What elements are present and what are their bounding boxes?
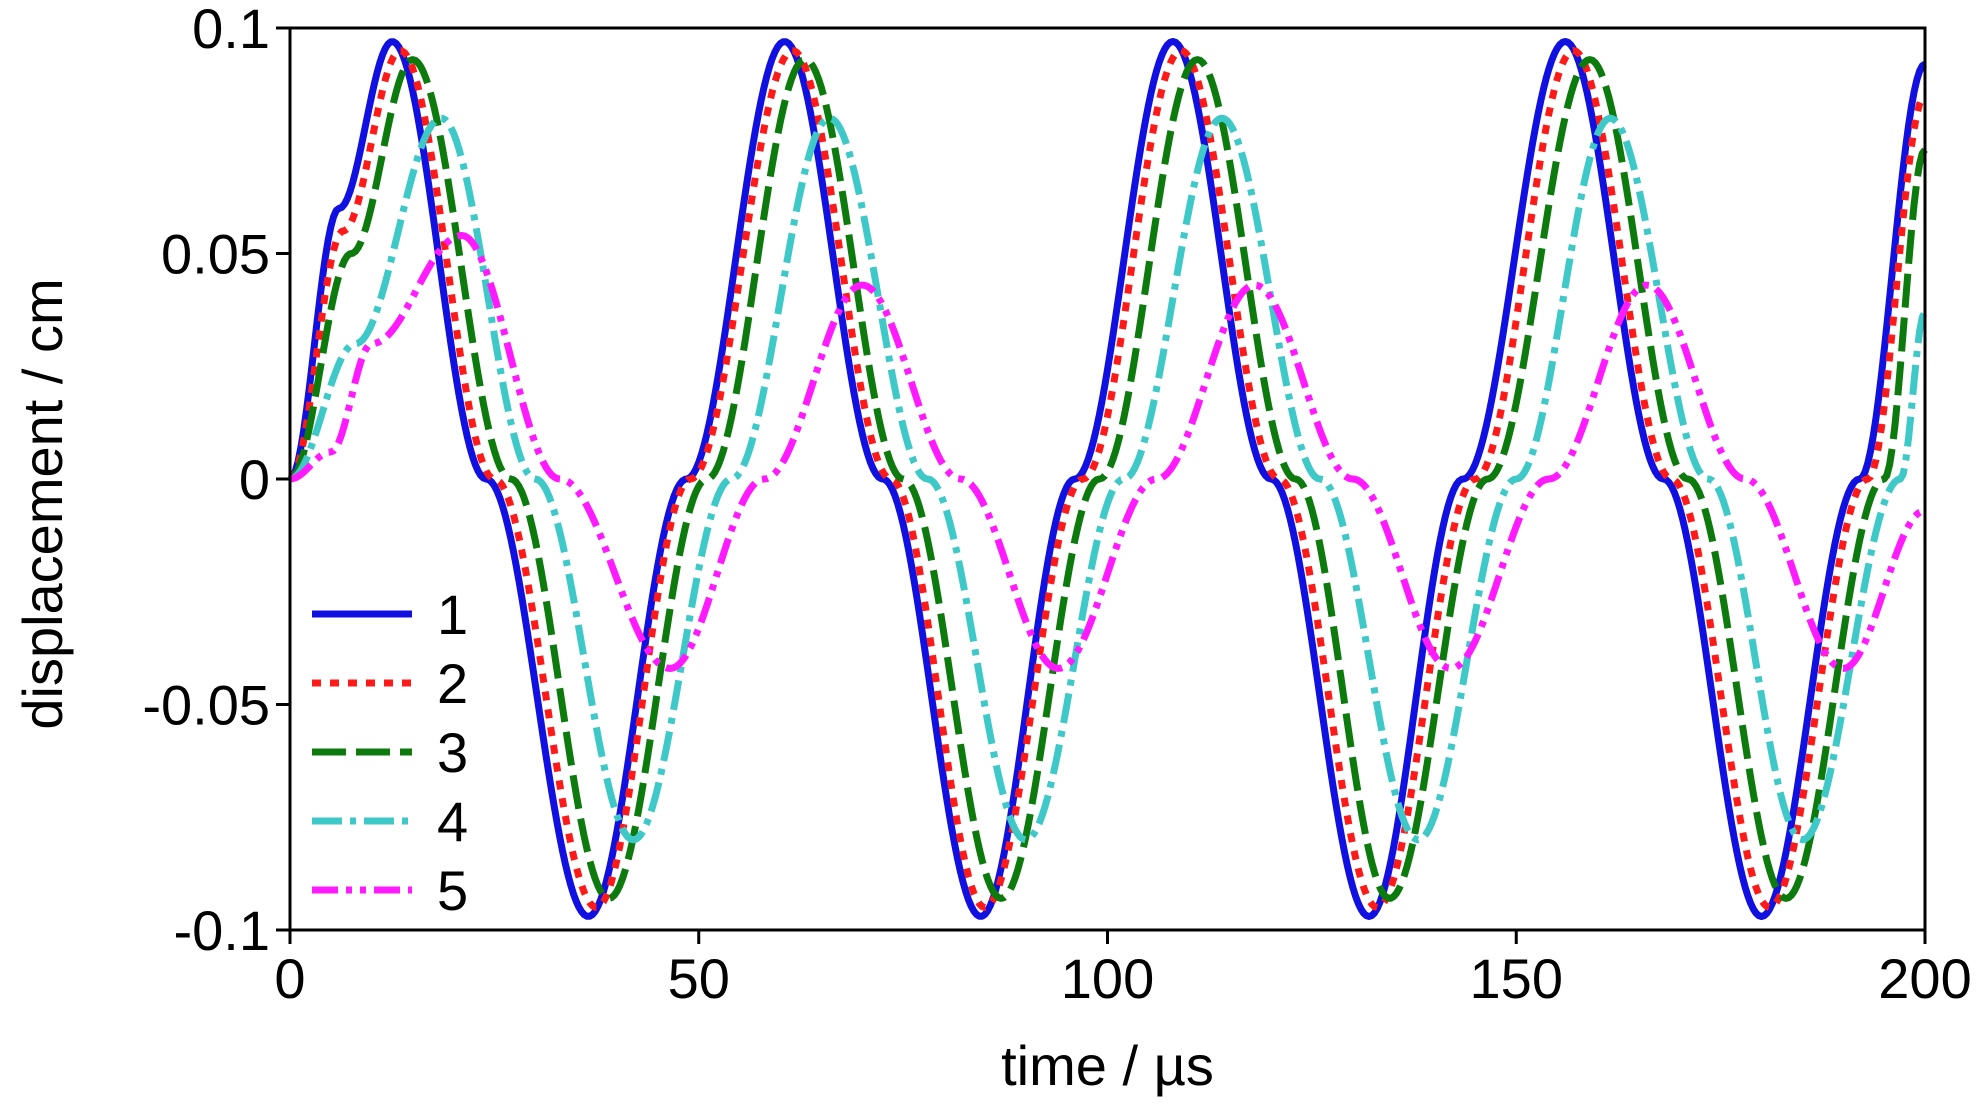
- series-layer: [287, 38, 1929, 920]
- y-axis-title: displacement / cm: [11, 278, 74, 729]
- series-line-5: [289, 231, 1926, 672]
- series-line-3: [288, 56, 1928, 902]
- y-tick-label: 0: [239, 448, 270, 511]
- legend-label-4: 4: [437, 790, 468, 853]
- x-tick-label: 100: [1061, 947, 1154, 1010]
- series-line-4: [289, 114, 1929, 844]
- series-line-2: [288, 47, 1928, 911]
- legend-label-3: 3: [437, 721, 468, 784]
- x-tick-label: 200: [1878, 947, 1971, 1010]
- ticks-layer: 0 50 100 150 200 0.1 0.05 0 -0.05 -0.1: [142, 0, 1971, 1010]
- y-tick-label: -0.05: [142, 674, 270, 737]
- legend-label-5: 5: [437, 859, 468, 922]
- x-axis-title: time / µs: [1001, 1034, 1214, 1097]
- y-tick-label: 0.05: [161, 223, 270, 286]
- x-tick-label: 150: [1470, 947, 1563, 1010]
- series-line-1: [287, 38, 1927, 920]
- x-tick-label: 0: [274, 947, 305, 1010]
- legend-label-1: 1: [437, 583, 468, 646]
- legend-label-2: 2: [437, 652, 468, 715]
- y-tick-label: 0.1: [192, 0, 270, 60]
- x-tick-label: 50: [668, 947, 730, 1010]
- y-tick-label: -0.1: [174, 899, 271, 962]
